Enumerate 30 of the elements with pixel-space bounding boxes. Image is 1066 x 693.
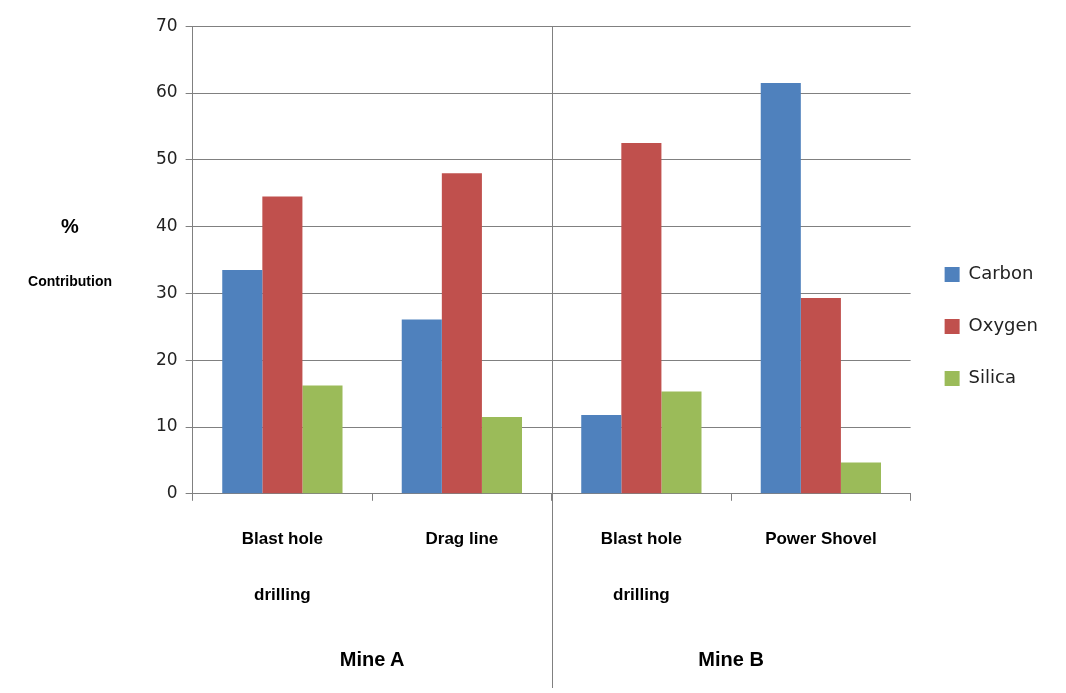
y-tick-label: 50 (155, 148, 178, 169)
category-label: Blast hole drilling (600, 528, 682, 604)
bar (262, 196, 303, 494)
bar (222, 270, 263, 494)
x-tick-label: Power Shovel (765, 528, 877, 548)
bar (481, 416, 523, 494)
x-tick-label: Drag line (425, 528, 499, 548)
y-tick-label: 20 (155, 348, 178, 369)
text: Mine A (339, 648, 405, 670)
bar (401, 319, 442, 494)
category-label: Blast hole drilling (241, 528, 324, 604)
bar (661, 391, 702, 494)
y-tick-label: 40 (155, 215, 178, 236)
bar (621, 143, 662, 494)
y-tick-label: 60 (155, 81, 178, 102)
bar (760, 82, 801, 494)
text: Mine B (698, 648, 764, 670)
bar (441, 173, 482, 494)
bar (581, 414, 622, 494)
legend-label: Carbon (968, 262, 1034, 284)
y-tick-label: 30 (155, 281, 178, 302)
text: % Contribution (28, 215, 112, 289)
bar (840, 462, 881, 494)
y-tick-label: 0 (166, 482, 178, 503)
bar (302, 385, 343, 494)
bar (800, 298, 841, 494)
legend-label: Silica (968, 366, 1016, 388)
legend-label: Oxygen (968, 314, 1039, 336)
y-tick-label: 10 (155, 415, 178, 436)
y-tick-label: 70 (155, 14, 178, 35)
